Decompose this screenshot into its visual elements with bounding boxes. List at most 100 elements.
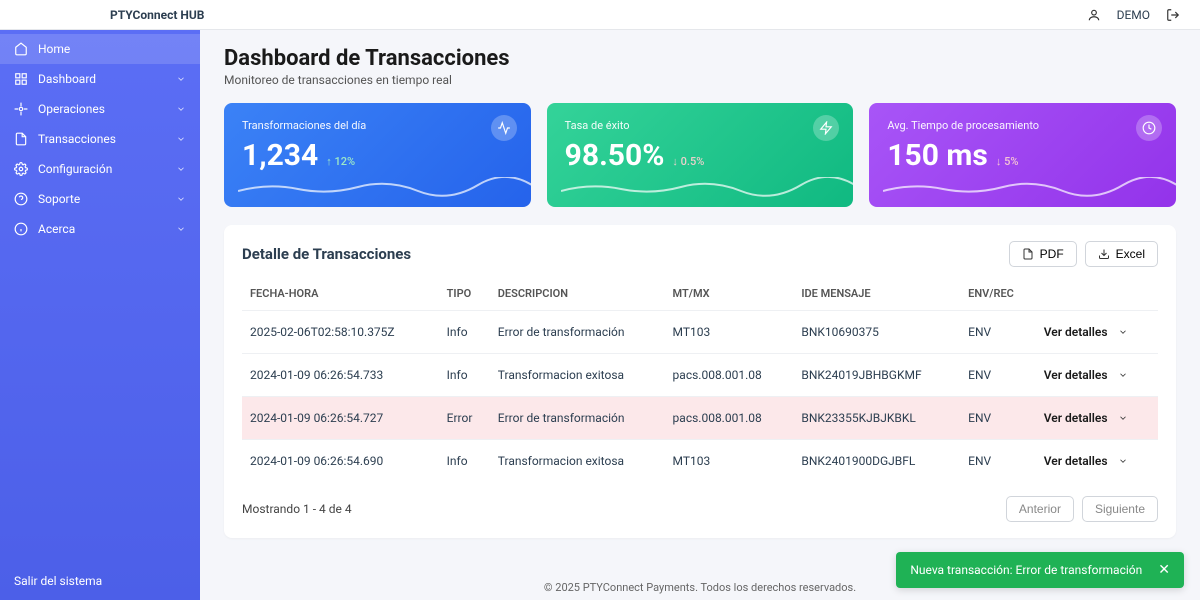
main-content: Dashboard de Transacciones Monitoreo de … bbox=[200, 30, 1200, 600]
pagination-info: Mostrando 1 - 4 de 4 bbox=[242, 502, 352, 516]
cell-envrec: ENV bbox=[960, 440, 1036, 483]
table-row: 2025-02-06T02:58:10.375Z Info Error de t… bbox=[242, 311, 1158, 354]
page-subtitle: Monitoreo de transacciones en tiempo rea… bbox=[224, 73, 1176, 87]
sparkline bbox=[883, 177, 1176, 197]
column-header: ENV/REC bbox=[960, 277, 1036, 311]
view-details-link[interactable]: Ver detalles bbox=[1044, 325, 1128, 339]
card-label: Tasa de éxito bbox=[565, 119, 836, 132]
sidebar-item-acerca[interactable]: Acerca bbox=[0, 214, 200, 244]
cell-tipo: Info bbox=[439, 440, 490, 483]
cell-datetime: 2024-01-09 06:26:54.727 bbox=[242, 397, 439, 440]
brand-title: PTYConnect HUB bbox=[110, 8, 204, 22]
prev-button[interactable]: Anterior bbox=[1006, 496, 1074, 522]
sidebar-item-label: Configuración bbox=[38, 162, 166, 176]
cell-mtmx: MT103 bbox=[665, 440, 794, 483]
nav-icon bbox=[14, 42, 28, 56]
sidebar: Home Dashboard Operaciones Transacciones… bbox=[0, 30, 200, 600]
nav-icon bbox=[14, 162, 28, 176]
sidebar-logout[interactable]: Salir del sistema bbox=[0, 562, 200, 600]
stat-card-2: Avg. Tiempo de procesamiento 150 ms ↓ 5% bbox=[869, 103, 1176, 207]
chevron-down-icon bbox=[176, 164, 186, 174]
table-row: 2024-01-09 06:26:54.733 Info Transformac… bbox=[242, 354, 1158, 397]
nav-icon bbox=[14, 132, 28, 146]
stat-card-1: Tasa de éxito 98.50%↓ 0.5% bbox=[547, 103, 854, 207]
cell-tipo: Info bbox=[439, 354, 490, 397]
chevron-down-icon bbox=[176, 74, 186, 84]
chevron-down-icon bbox=[176, 104, 186, 114]
sidebar-item-label: Soporte bbox=[38, 192, 166, 206]
cell-ide: BNK23355KJBJKBKL bbox=[793, 397, 960, 440]
user-name: DEMO bbox=[1117, 8, 1150, 22]
sidebar-item-operaciones[interactable]: Operaciones bbox=[0, 94, 200, 124]
cell-desc: Error de transformación bbox=[490, 397, 665, 440]
excel-label: Excel bbox=[1116, 247, 1145, 261]
cell-desc: Transformacion exitosa bbox=[490, 440, 665, 483]
chevron-down-icon bbox=[1118, 327, 1128, 337]
stat-card-0: Transformaciones del día 1,234↑ 12% bbox=[224, 103, 531, 207]
cell-tipo: Error bbox=[439, 397, 490, 440]
logout-icon[interactable] bbox=[1166, 8, 1180, 22]
page-title: Dashboard de Transacciones bbox=[224, 46, 1176, 71]
sparkline bbox=[561, 177, 854, 197]
next-button[interactable]: Siguiente bbox=[1082, 496, 1158, 522]
view-details-link[interactable]: Ver detalles bbox=[1044, 368, 1128, 382]
export-excel-button[interactable]: Excel bbox=[1085, 241, 1158, 267]
sidebar-item-soporte[interactable]: Soporte bbox=[0, 184, 200, 214]
chevron-down-icon bbox=[176, 194, 186, 204]
card-delta: ↑ 12% bbox=[326, 155, 355, 168]
cell-mtmx: MT103 bbox=[665, 311, 794, 354]
cell-datetime: 2024-01-09 06:26:54.690 bbox=[242, 440, 439, 483]
cell-mtmx: pacs.008.001.08 bbox=[665, 354, 794, 397]
sidebar-item-configuración[interactable]: Configuración bbox=[0, 154, 200, 184]
view-details-link[interactable]: Ver detalles bbox=[1044, 411, 1128, 425]
nav-icon bbox=[14, 222, 28, 236]
card-icon bbox=[491, 115, 517, 141]
cell-envrec: ENV bbox=[960, 354, 1036, 397]
panel-title: Detalle de Transacciones bbox=[242, 245, 411, 263]
cell-desc: Transformacion exitosa bbox=[490, 354, 665, 397]
sidebar-item-label: Acerca bbox=[38, 222, 166, 236]
cell-ide: BNK24019JBHBGKMF bbox=[793, 354, 960, 397]
nav-icon bbox=[14, 72, 28, 86]
chevron-down-icon bbox=[176, 224, 186, 234]
cell-datetime: 2025-02-06T02:58:10.375Z bbox=[242, 311, 439, 354]
nav-icon bbox=[14, 192, 28, 206]
sidebar-item-label: Home bbox=[38, 42, 186, 56]
cell-datetime: 2024-01-09 06:26:54.733 bbox=[242, 354, 439, 397]
card-label: Avg. Tiempo de procesamiento bbox=[887, 119, 1158, 132]
column-header: FECHA-HORA bbox=[242, 277, 439, 311]
sparkline bbox=[238, 177, 531, 197]
sidebar-item-dashboard[interactable]: Dashboard bbox=[0, 64, 200, 94]
column-header: DESCRIPCION bbox=[490, 277, 665, 311]
card-delta: ↓ 0.5% bbox=[672, 155, 704, 168]
cell-ide: BNK2401900DGJBFL bbox=[793, 440, 960, 483]
sidebar-item-transacciones[interactable]: Transacciones bbox=[0, 124, 200, 154]
notification-toast: Nueva transacción: Error de transformaci… bbox=[896, 552, 1184, 588]
sidebar-item-home[interactable]: Home bbox=[0, 34, 200, 64]
sidebar-item-label: Operaciones bbox=[38, 102, 166, 116]
card-delta: ↓ 5% bbox=[996, 155, 1019, 168]
nav-icon bbox=[14, 102, 28, 116]
column-header: MT/MX bbox=[665, 277, 794, 311]
card-icon bbox=[813, 115, 839, 141]
topbar: PTYConnect HUB DEMO bbox=[0, 0, 1200, 30]
transactions-table: FECHA-HORATIPODESCRIPCIONMT/MXIDE MENSAJ… bbox=[242, 277, 1158, 482]
card-label: Transformaciones del día bbox=[242, 119, 513, 132]
column-header bbox=[1036, 277, 1158, 311]
toast-message: Nueva transacción: Error de transformaci… bbox=[910, 563, 1142, 577]
chevron-down-icon bbox=[1118, 370, 1128, 380]
toast-close-icon[interactable]: ✕ bbox=[1158, 562, 1170, 578]
transactions-panel: Detalle de Transacciones PDF Excel FECHA… bbox=[224, 225, 1176, 538]
export-pdf-button[interactable]: PDF bbox=[1009, 241, 1077, 267]
card-icon bbox=[1136, 115, 1162, 141]
card-value: 150 ms bbox=[887, 138, 988, 173]
cell-tipo: Info bbox=[439, 311, 490, 354]
sidebar-item-label: Dashboard bbox=[38, 72, 166, 86]
chevron-down-icon bbox=[1118, 413, 1128, 423]
table-row: 2024-01-09 06:26:54.690 Info Transformac… bbox=[242, 440, 1158, 483]
user-icon[interactable] bbox=[1087, 8, 1101, 22]
cell-envrec: ENV bbox=[960, 397, 1036, 440]
cell-envrec: ENV bbox=[960, 311, 1036, 354]
pdf-label: PDF bbox=[1040, 247, 1064, 261]
view-details-link[interactable]: Ver detalles bbox=[1044, 454, 1128, 468]
